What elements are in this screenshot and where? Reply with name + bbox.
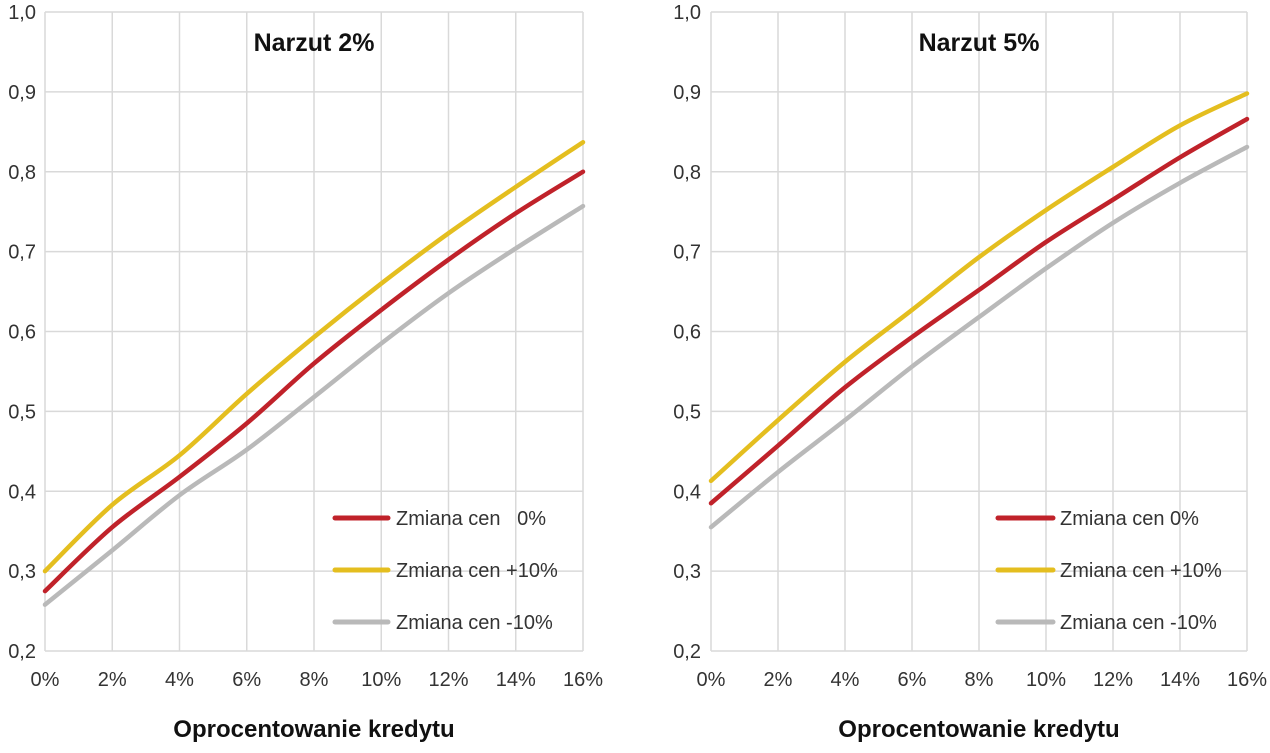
x-axis-title: Oprocentowanie kredytu bbox=[838, 716, 1119, 743]
y-tick-label: 0,8 bbox=[8, 162, 36, 184]
x-tick-label: 16% bbox=[1227, 669, 1267, 691]
y-tick-label: 0,8 bbox=[673, 162, 701, 184]
x-tick-label: 8% bbox=[965, 669, 994, 691]
legend-label: Zmiana cen +10% bbox=[1060, 560, 1222, 582]
x-tick-label: 10% bbox=[361, 669, 401, 691]
y-tick-label: 0,9 bbox=[8, 82, 36, 104]
legend-item: Zmiana cen -10% bbox=[332, 612, 553, 634]
x-tick-label: 8% bbox=[300, 669, 329, 691]
chart-title: Narzut 5% bbox=[919, 29, 1040, 57]
x-tick-label: 2% bbox=[764, 669, 793, 691]
x-tick-label: 4% bbox=[165, 669, 194, 691]
legend-label: Zmiana cen +10% bbox=[396, 560, 558, 582]
x-tick-label: 4% bbox=[831, 669, 860, 691]
x-tick-label: 0% bbox=[31, 669, 60, 691]
y-tick-label: 1,0 bbox=[673, 2, 701, 24]
y-tick-label: 0,2 bbox=[8, 641, 36, 663]
legend-label: Zmiana cen 0% bbox=[396, 508, 546, 530]
x-tick-label: 16% bbox=[563, 669, 603, 691]
y-tick-label: 0,4 bbox=[673, 481, 701, 503]
chart-title: Narzut 2% bbox=[254, 29, 375, 57]
y-tick-label: 0,7 bbox=[673, 242, 701, 264]
y-tick-label: 0,3 bbox=[8, 561, 36, 583]
y-tick-label: 0,6 bbox=[673, 322, 701, 344]
y-tick-label: 1,0 bbox=[8, 2, 36, 24]
legend-item: Zmiana cen -10% bbox=[995, 612, 1217, 634]
x-tick-label: 12% bbox=[1093, 669, 1133, 691]
series-line-1 bbox=[708, 116, 1250, 506]
y-tick-label: 0,5 bbox=[673, 401, 701, 423]
y-tick-label: 0,6 bbox=[8, 322, 36, 344]
x-tick-label: 2% bbox=[98, 669, 127, 691]
x-tick-label: 6% bbox=[898, 669, 927, 691]
legend-item: Zmiana cen +10% bbox=[332, 560, 558, 582]
legend-item: Zmiana cen 0% bbox=[332, 508, 546, 530]
x-axis-title: Oprocentowanie kredytu bbox=[173, 716, 454, 743]
y-tick-label: 0,4 bbox=[8, 481, 36, 503]
legend: Zmiana cen 0% Zmiana cen +10% Zmiana cen -… bbox=[332, 508, 558, 634]
legend-label: Zmiana cen 0% bbox=[1060, 508, 1199, 530]
y-tick-label: 0,5 bbox=[8, 401, 36, 423]
legend-label: Zmiana cen -10% bbox=[396, 612, 553, 634]
legend: Zmiana cen 0% Zmiana cen +10% Zmiana cen -… bbox=[995, 508, 1222, 634]
chart-panel-1: 0,2 0,3 0,4 0,5 0,6 0,7 0,8 0,9 1,0 0% 2% 4% 6% 8% 10%… bbox=[8, 2, 603, 743]
y-tick-label: 0,7 bbox=[8, 242, 36, 264]
chart-panel-2: 0,2 0,3 0,4 0,5 0,6 0,7 0,8 0,9 1,0 0% 2% 4% 6% 8% 10%… bbox=[673, 2, 1267, 743]
series-line-2 bbox=[708, 91, 1250, 484]
x-tick-label: 6% bbox=[232, 669, 261, 691]
legend-item: Zmiana cen +10% bbox=[995, 560, 1222, 582]
x-tick-label: 10% bbox=[1026, 669, 1066, 691]
y-tick-label: 0,9 bbox=[673, 82, 701, 104]
y-tick-label: 0,2 bbox=[673, 641, 701, 663]
x-tick-label: 14% bbox=[1160, 669, 1200, 691]
x-tick-label: 12% bbox=[428, 669, 468, 691]
x-tick-label: 14% bbox=[496, 669, 536, 691]
legend-item: Zmiana cen 0% bbox=[995, 508, 1199, 530]
y-tick-label: 0,3 bbox=[673, 561, 701, 583]
legend-label: Zmiana cen -10% bbox=[1060, 612, 1217, 634]
x-tick-label: 0% bbox=[697, 669, 726, 691]
